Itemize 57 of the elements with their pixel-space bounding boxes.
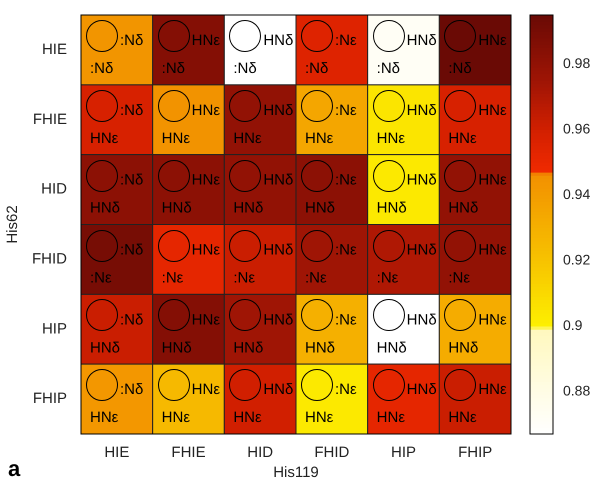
y-tick-label: FHID bbox=[32, 250, 68, 268]
color-bar-label: 0.96 bbox=[563, 120, 590, 136]
y-tick-label: HIE bbox=[42, 41, 67, 58]
x-tick-label: HIE bbox=[104, 444, 130, 462]
data-label: HNε :Nε bbox=[162, 242, 220, 286]
data-label: HNδ HNε bbox=[233, 381, 294, 426]
text: a bbox=[8, 456, 21, 482]
y-tick-label: FHIE bbox=[32, 110, 67, 128]
data-label: HNε :Nε bbox=[448, 242, 507, 286]
data-label: :Nε HNδ bbox=[305, 311, 357, 356]
data-label: :Nε :Nδ bbox=[305, 32, 357, 77]
data-label: :Nε HNε bbox=[305, 102, 357, 147]
data-label: HNε HNε bbox=[448, 102, 507, 147]
data-label: HNδ HNε bbox=[233, 102, 294, 147]
y-axis-title: His62 bbox=[4, 205, 22, 244]
data-label: HNε HNε bbox=[162, 102, 220, 147]
data-label: HNε :Nδ bbox=[448, 32, 507, 77]
data-label: HNδ HNδ bbox=[233, 172, 294, 217]
x-tick-label: HIP bbox=[390, 444, 416, 462]
y-tick-label: HID bbox=[41, 180, 68, 198]
data-label: :Nε :Nε bbox=[305, 242, 357, 286]
data-label: HNδ :Nδ bbox=[233, 32, 294, 77]
data-label: :Nδ HNδ bbox=[90, 311, 144, 356]
data-label: HNδ :Nδ bbox=[376, 32, 437, 77]
data-label: HNε HNδ bbox=[448, 311, 507, 356]
data-label: HNε HNδ bbox=[162, 311, 220, 356]
data-label: :Nε HNε bbox=[305, 381, 357, 426]
color-bar-label: 0.92 bbox=[563, 251, 590, 268]
data-label: HNε :Nδ bbox=[162, 32, 220, 77]
data-label: :Nδ :Nε bbox=[90, 242, 144, 286]
y-tick-label: FHIP bbox=[32, 390, 67, 408]
data-label: HNδ HNδ bbox=[376, 311, 437, 356]
data-label: :Nδ HNε bbox=[90, 102, 144, 147]
data-label: HNε HNε bbox=[448, 381, 507, 426]
x-tick-label: FHID bbox=[314, 444, 350, 462]
color-bar-label: 0.88 bbox=[563, 382, 590, 398]
data-label: HNδ :Nε bbox=[233, 242, 294, 286]
color-bar-label: 0.94 bbox=[563, 186, 590, 202]
x-tick-label: HID bbox=[247, 444, 274, 462]
data-label: HNδ HNε bbox=[376, 381, 437, 426]
data-label: HNδ HNδ bbox=[376, 172, 437, 217]
data-label: HNδ HNε bbox=[376, 102, 437, 147]
x-tick-label: FHIP bbox=[458, 444, 492, 462]
data-label: HNε HNδ bbox=[448, 172, 507, 217]
data-label: HNε HNδ bbox=[162, 172, 220, 217]
x-tick-label: FHIE bbox=[171, 444, 206, 462]
data-label: HNδ :Nε bbox=[376, 242, 437, 286]
y-tick-label: HIP bbox=[42, 320, 67, 338]
color-bar-label: 0.98 bbox=[563, 54, 590, 71]
data-label: :Nδ HNε bbox=[90, 381, 144, 426]
color-bar-label: 0.9 bbox=[563, 316, 583, 333]
data-label: HNδ HNδ bbox=[233, 311, 294, 356]
x-axis-title: His119 bbox=[273, 464, 319, 482]
data-label: :Nδ :Nδ bbox=[90, 32, 144, 77]
data-label: :Nε HNδ bbox=[305, 172, 357, 217]
data-label: :Nδ HNδ bbox=[90, 172, 144, 217]
data-label: HNε HNε bbox=[162, 381, 220, 426]
